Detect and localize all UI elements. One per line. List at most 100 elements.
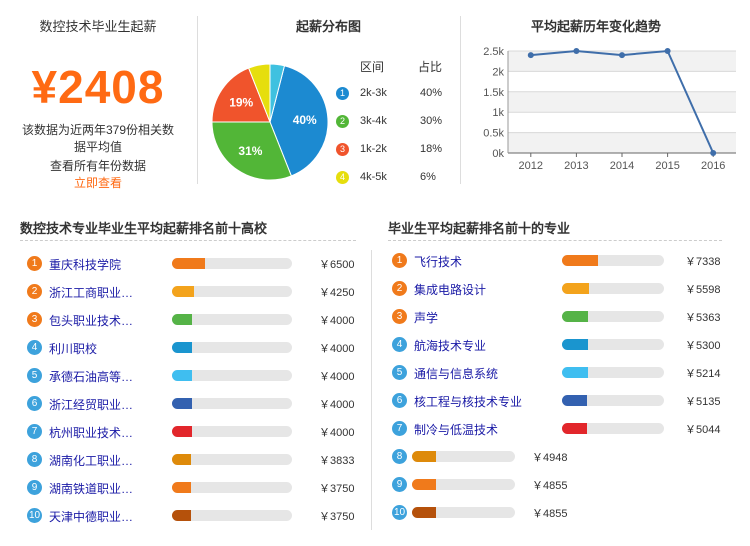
ranking-row: 9 湖南铁道职业… ￥3750 [27, 478, 357, 498]
rank-value: ￥4000 [319, 315, 355, 327]
rank-value: ￥3750 [319, 483, 355, 495]
x-tick-label: 2012 [519, 160, 543, 172]
x-tick-label: 2016 [701, 160, 725, 172]
ranking-row: 8 湖南化工职业… ￥3833 [27, 450, 357, 470]
rank-number-icon: 8 [392, 449, 407, 464]
rank-number-icon: 5 [27, 368, 42, 383]
bar-fill [172, 342, 193, 353]
legend-percent: 18% [420, 143, 443, 155]
bar-fill [172, 370, 193, 381]
pie-slice [211, 67, 271, 123]
rank-number-icon: 7 [392, 421, 407, 436]
ranking-row: 5 通信与信息系统 ￥5214 [392, 363, 732, 383]
bar-track [412, 479, 515, 490]
ranking-row: 8 ￥4948 [392, 447, 732, 467]
rank-name-link[interactable]: 浙江经贸职业… [49, 398, 134, 412]
rank-value: ￥4000 [319, 343, 355, 355]
rank-name-link[interactable]: 承德石油高等… [49, 370, 134, 384]
rank-value: ￥4000 [319, 399, 355, 411]
rank-name-link[interactable]: 声学 [414, 311, 439, 325]
legend-range: 4k-5k [360, 171, 387, 183]
ranking-row: 5 承德石油高等… ￥4000 [27, 366, 357, 386]
legend-range: 2k-3k [360, 87, 387, 99]
rank-number-icon: 3 [27, 312, 42, 327]
rank-name-link[interactable]: 湖南铁道职业… [49, 482, 134, 496]
x-tick-label: 2013 [564, 160, 588, 172]
salary-title: 数控技术毕业生起薪 [39, 19, 157, 34]
ranking-row: 7 杭州职业技术… ￥4000 [27, 422, 357, 442]
pie-slice-label: 40% [293, 113, 317, 127]
rank-value: ￥5300 [685, 340, 721, 352]
rank-number-icon: 10 [392, 505, 407, 520]
bar-fill [562, 283, 590, 294]
rank-name-link[interactable]: 飞行技术 [414, 255, 463, 269]
trend-point [664, 48, 671, 54]
rank-name-link[interactable]: 包头职业技术… [49, 314, 134, 328]
view-now-link[interactable]: 立即查看 [73, 176, 122, 190]
legend-item: 1 2k-3k 40% [336, 86, 446, 102]
rank-value: ￥5598 [685, 284, 721, 296]
pie-slice [211, 121, 293, 181]
rank-name-link[interactable]: 制冷与低温技术 [414, 423, 499, 437]
salary-summary: 数控技术毕业生起薪 ¥2408 该数据为近两年379份相关数据平均值 查看所有年… [0, 0, 196, 190]
ranking-row: 3 包头职业技术… ￥4000 [27, 310, 357, 330]
bar-fill [172, 258, 205, 269]
y-tick-label: 1k [492, 107, 504, 119]
rank-name-link[interactable]: 利川职校 [49, 342, 98, 356]
rank-name-link[interactable]: 通信与信息系统 [414, 367, 499, 381]
rank-number-icon: 1 [392, 253, 407, 268]
rank-name-link[interactable]: 浙江工商职业… [49, 286, 134, 300]
rank-name-link[interactable]: 天津中德职业… [49, 510, 134, 524]
legend-item: 4 4k-5k 6% [336, 170, 446, 186]
majors-divider [388, 240, 722, 241]
ranking-row: 2 集成电路设计 ￥5598 [392, 279, 732, 299]
rank-number-icon: 9 [392, 477, 407, 492]
rank-number-icon: 7 [27, 424, 42, 439]
rank-name-link[interactable]: 核工程与核技术专业 [414, 395, 523, 409]
trend-title: 平均起薪历年变化趋势 [531, 19, 662, 34]
bar-fill [562, 311, 589, 322]
bar-track [172, 482, 292, 493]
pie-slice-label: 31% [238, 144, 262, 158]
y-tick-label: 0.5k [483, 128, 504, 140]
rank-value: ￥4855 [532, 508, 568, 520]
bar-track [172, 426, 292, 437]
rank-name-link[interactable]: 集成电路设计 [414, 283, 487, 297]
bar-track [412, 507, 515, 518]
grid-band [508, 91, 736, 113]
ranking-row: 3 声学 ￥5363 [392, 307, 732, 327]
rank-name-link[interactable]: 航海技术专业 [414, 339, 487, 353]
bar-fill [172, 510, 192, 521]
bar-fill [562, 395, 588, 406]
bar-fill [412, 451, 437, 462]
bar-track [562, 339, 664, 350]
rank-number-icon: 2 [27, 284, 42, 299]
bar-track [412, 451, 515, 462]
legend-item: 3 1k-2k 18% [336, 142, 446, 158]
pie-slice [269, 63, 286, 123]
rank-name-link[interactable]: 杭州职业技术… [49, 426, 134, 440]
legend-head-range: 区间 [360, 60, 385, 74]
rank-name-link[interactable]: 重庆科技学院 [49, 258, 122, 272]
bar-track [172, 286, 292, 297]
x-tick-label: 2014 [610, 160, 634, 172]
rank-number-icon: 9 [27, 480, 42, 495]
salary-trend-chart: 0k 0.5k 1k 1.5k 2k 2.5k 2012 2013 2014 2015 2016 [483, 46, 736, 172]
bar-track [562, 255, 664, 266]
rank-value: ￥5214 [685, 368, 721, 380]
rank-value: ￥4250 [319, 287, 355, 299]
legend-number-icon: 4 [336, 171, 349, 184]
legend-number-icon: 1 [336, 87, 349, 100]
rank-value: ￥4948 [532, 452, 568, 464]
rank-name-link[interactable]: 湖南化工职业… [49, 454, 134, 468]
ranking-row: 4 航海技术专业 ￥5300 [392, 335, 732, 355]
salary-value: ¥2408 [31, 61, 165, 113]
legend-range: 1k-2k [360, 143, 387, 155]
rank-value: ￥5363 [685, 312, 721, 324]
bar-track [172, 510, 292, 521]
trend-point [573, 48, 580, 54]
bar-fill [172, 426, 193, 437]
bar-track [172, 258, 292, 269]
bar-track [172, 398, 292, 409]
rank-number-icon: 3 [392, 309, 407, 324]
